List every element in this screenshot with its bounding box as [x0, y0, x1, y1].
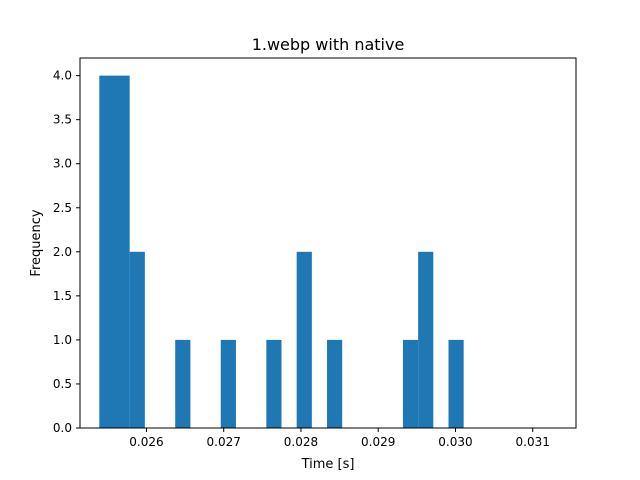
histogram-bar	[220, 339, 236, 428]
histogram-bar	[129, 251, 145, 428]
histogram-bar	[99, 75, 115, 428]
histogram-bar	[327, 339, 343, 428]
chart-title: 1.webp with native	[252, 35, 405, 54]
y-tick-label: 2.5	[53, 201, 72, 215]
y-axis-ticks: 0.0 0.5 1.0 1.5 2.0 2.5 3.0 3.5 4.0	[53, 69, 80, 435]
plot-frame	[79, 57, 577, 429]
y-tick-label: 0.5	[53, 377, 72, 391]
x-tick-label: 0.031	[516, 435, 550, 449]
histogram-bar	[402, 339, 419, 428]
x-tick-label: 0.027	[207, 435, 241, 449]
histogram-bar	[114, 75, 130, 428]
histogram-bars	[99, 75, 464, 428]
histogram-bar	[418, 251, 434, 428]
histogram-bar	[448, 339, 464, 428]
x-tick-label: 0.029	[361, 435, 395, 449]
y-tick-label: 1.5	[53, 289, 72, 303]
x-tick-label: 0.026	[129, 435, 163, 449]
histogram-bar	[266, 339, 282, 428]
y-tick-label: 0.0	[53, 421, 72, 435]
y-tick-label: 4.0	[53, 69, 72, 83]
y-tick-label: 2.0	[53, 245, 72, 259]
x-axis-label: Time [s]	[301, 457, 355, 472]
histogram-bar	[175, 339, 191, 428]
x-tick-label: 0.030	[438, 435, 472, 449]
y-tick-label: 1.0	[53, 333, 72, 347]
y-tick-label: 3.5	[53, 113, 72, 127]
y-tick-label: 3.0	[53, 157, 72, 171]
y-axis-label: Frequency	[29, 209, 44, 276]
x-tick-label: 0.028	[284, 435, 318, 449]
x-axis-ticks: 0.026 0.027 0.028 0.029 0.030 0.031	[129, 428, 550, 449]
histogram-bar	[296, 251, 312, 428]
